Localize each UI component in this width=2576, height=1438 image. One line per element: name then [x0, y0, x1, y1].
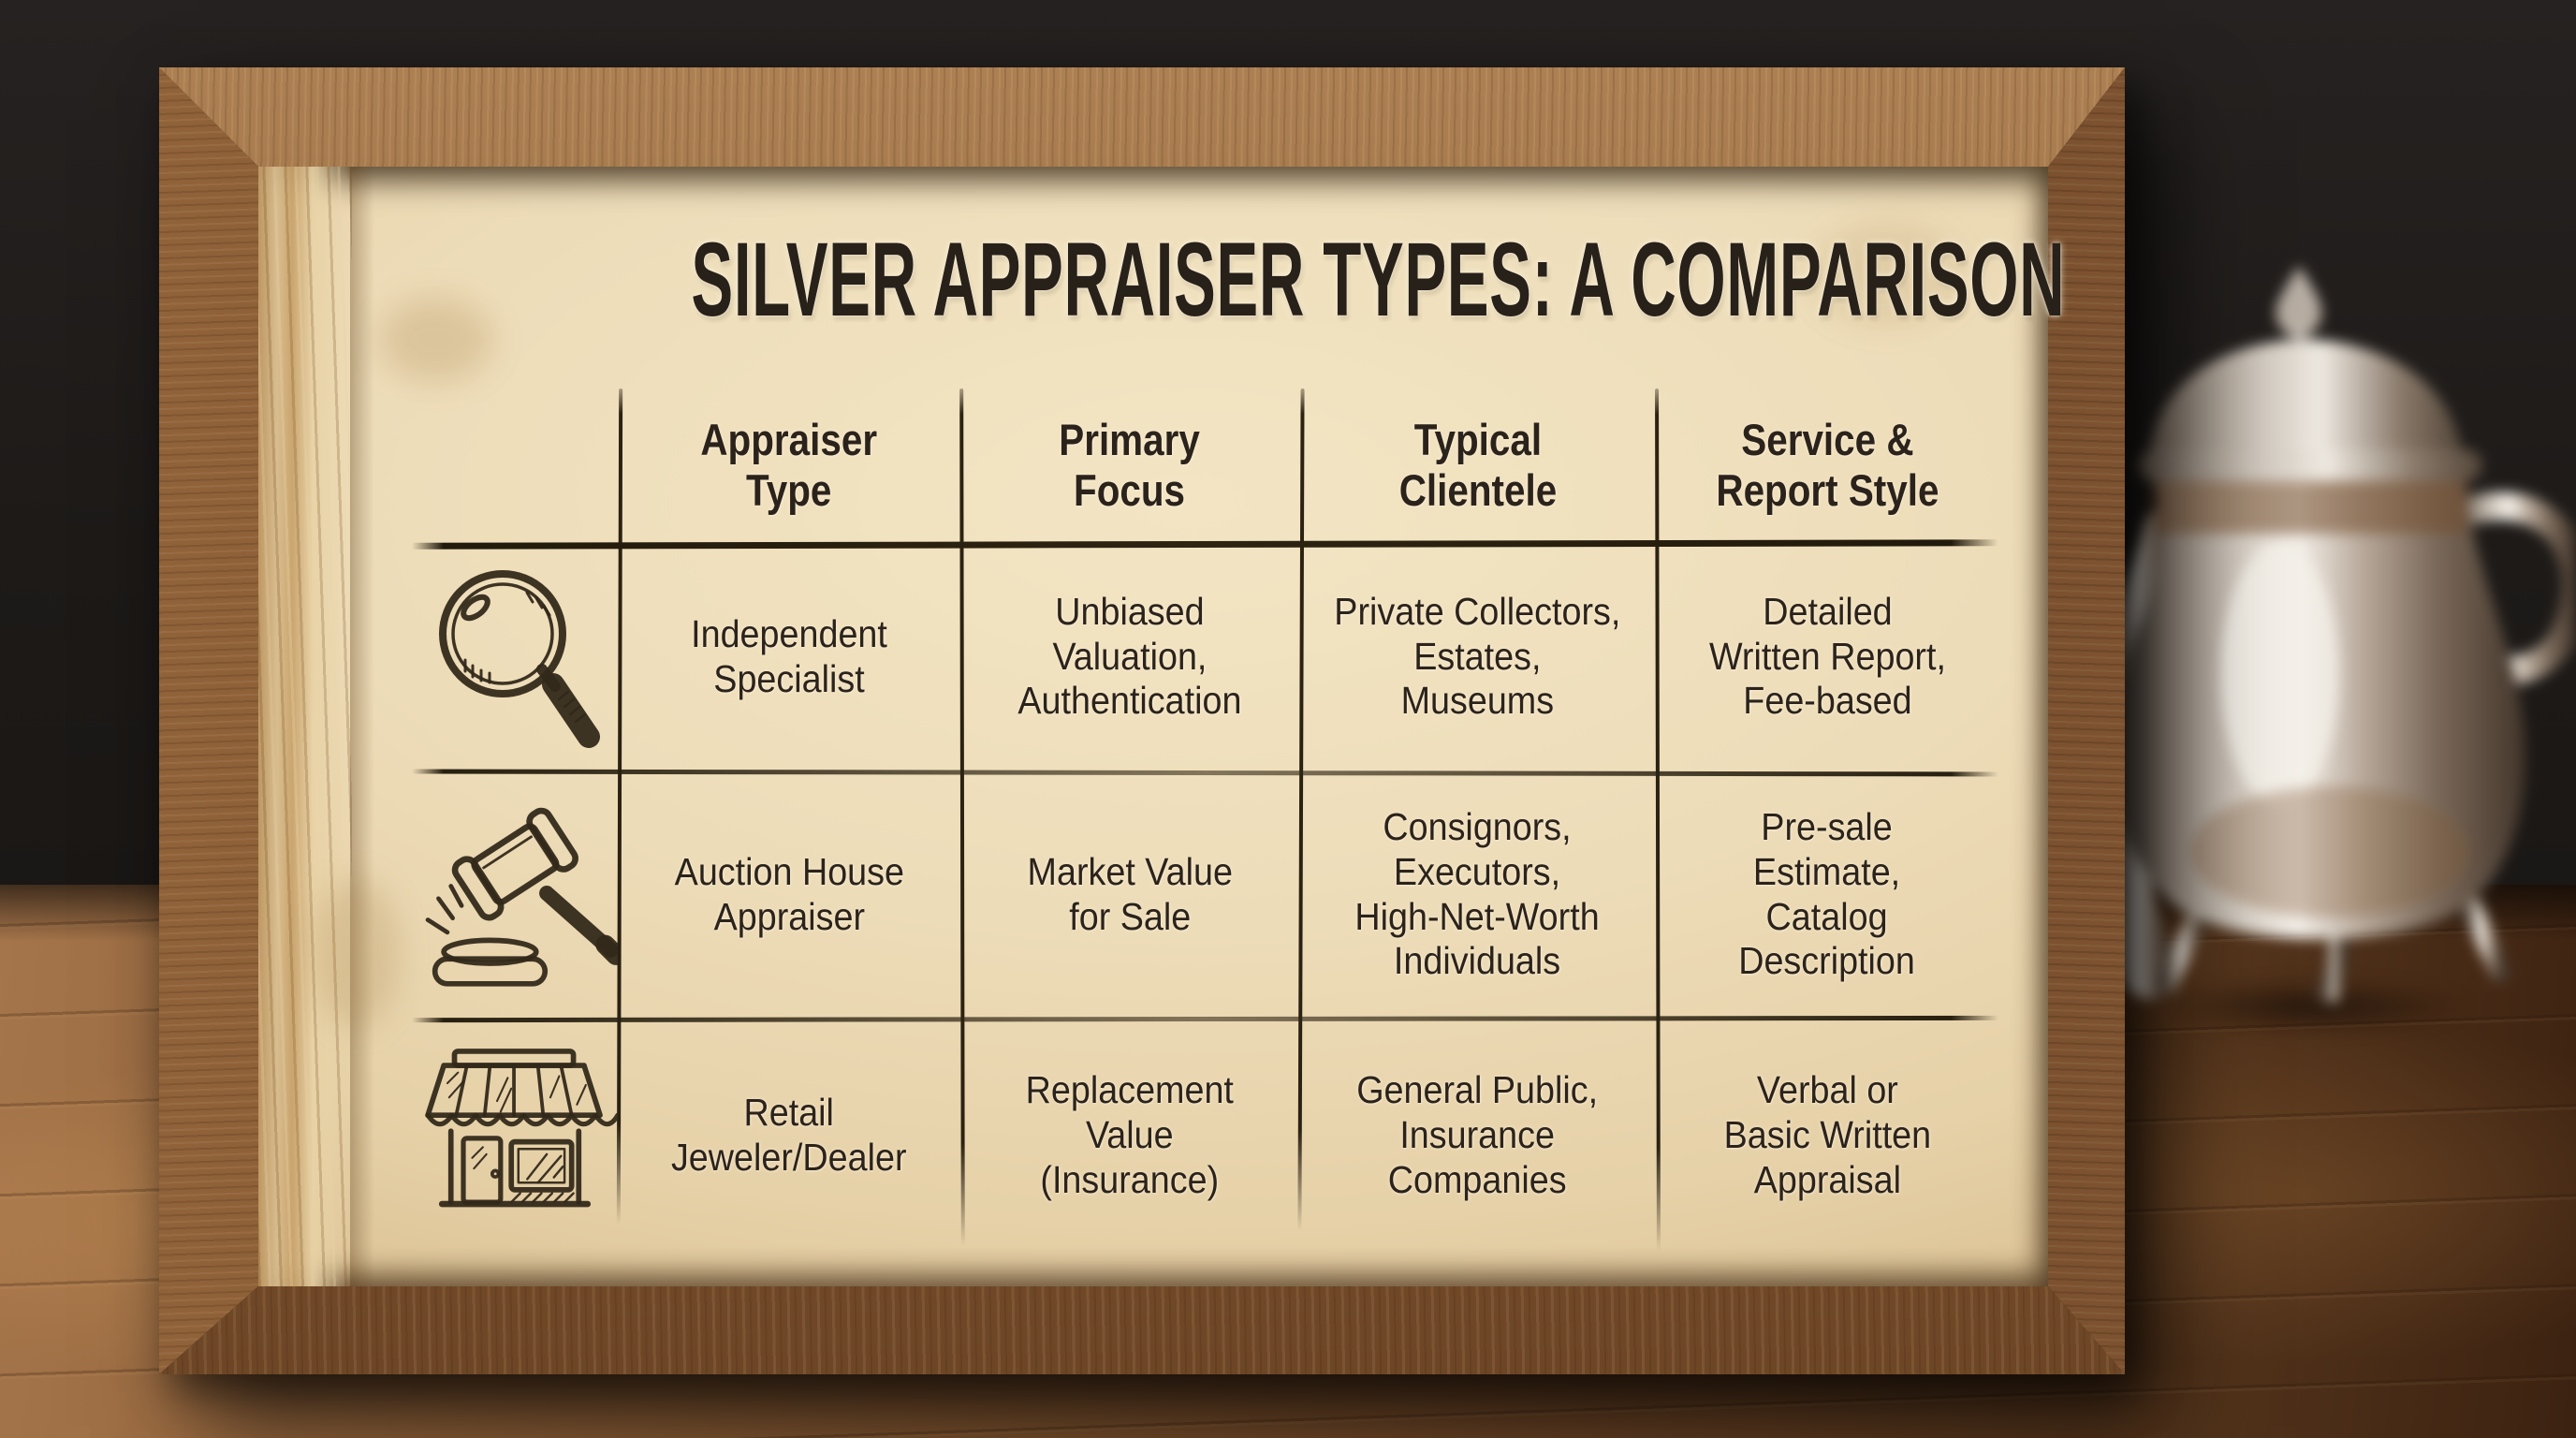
frame-rail-right [2048, 67, 2125, 1374]
teapot-handle [2442, 492, 2576, 684]
magnifying-glass-icon [439, 569, 600, 748]
teapot-foot-right [2457, 890, 2511, 982]
paper-edge-shadow [350, 167, 374, 1286]
teapot-neck-reflection [2153, 479, 2467, 534]
cell-value: Replacement Value (Insurance) [1025, 1068, 1235, 1201]
teapot-foot-center [2318, 919, 2351, 1002]
teapot-rim [2138, 449, 2482, 481]
cell-value: Auction House Appraiser [674, 849, 904, 938]
column-header-appraiser-type: Appraiser Type [618, 389, 960, 541]
cell-value: Retail Jeweler/Dealer [671, 1091, 907, 1179]
frame-rail-bottom [159, 1286, 2125, 1374]
row-icon-cell [412, 543, 618, 770]
gavel-icon [425, 807, 618, 987]
teapot-lid [2149, 339, 2462, 449]
table-cell: Market Value for Sale [960, 772, 1299, 1017]
cell-value: Pre-sale Estimate, Catalog Description [1738, 804, 1916, 983]
paper-stain [315, 878, 399, 1028]
cell-value: Verbal or Basic Written Appraisal [1723, 1068, 1931, 1201]
table-cell: Consignors, Executors, High-Net-Worth In… [1299, 772, 1656, 1017]
table-cell: Replacement Value (Insurance) [960, 1019, 1299, 1253]
table-cell: Verbal or Basic Written Appraisal [1656, 1019, 1998, 1253]
column-header-label: Primary Focus [1059, 414, 1201, 515]
column-header-typical-clientele: Typical Clientele [1299, 389, 1656, 541]
cell-value: Unbiased Valuation, Authentication [1017, 589, 1242, 723]
cell-value: Detailed Written Report, Fee-based [1708, 589, 1946, 723]
table-cell: Auction House Appraiser [618, 772, 960, 1017]
cell-value: Private Collectors, Estates, Museums [1334, 589, 1621, 723]
cell-value: General Public, Insurance Companies [1356, 1068, 1599, 1201]
frame-rail-left [159, 67, 258, 1374]
table-cell: Detailed Written Report, Fee-based [1656, 543, 1998, 770]
paper-stain [1812, 223, 1962, 326]
column-header-primary-focus: Primary Focus [960, 389, 1299, 541]
table-cell: Pre-sale Estimate, Catalog Description [1656, 772, 1998, 1017]
paper-curled-edge [258, 167, 352, 1286]
column-header-service-report-style: Service & Report Style [1656, 389, 1998, 541]
table-cell: General Public, Insurance Companies [1299, 1019, 1656, 1253]
table-cell: Private Collectors, Estates, Museums [1299, 543, 1656, 770]
row-icon-cell [412, 772, 618, 1017]
column-header-label: Service & Report Style [1715, 414, 1939, 515]
paper-stain [380, 298, 492, 382]
storefront-icon [425, 1049, 618, 1208]
cell-value: Independent Specialist [691, 611, 887, 700]
silver-teapot [2085, 266, 2576, 1002]
table-cell: Retail Jeweler/Dealer [618, 1019, 960, 1253]
aged-paper-chart: SILVER APPRAISER TYPES: A COMPARISON App… [258, 167, 2066, 1286]
teapot-lower-reflection [2190, 786, 2471, 917]
row-icon-cell [412, 1019, 618, 1253]
table-cell: Independent Specialist [618, 543, 960, 770]
picture-frame: SILVER APPRAISER TYPES: A COMPARISON App… [159, 67, 2125, 1374]
frame-rail-top [159, 67, 2125, 167]
column-header-label: Appraiser Type [700, 414, 878, 515]
cell-value: Market Value for Sale [1027, 849, 1233, 938]
cell-value: Consignors, Executors, High-Net-Worth In… [1354, 804, 1601, 983]
column-header-label: Typical Clientele [1398, 414, 1557, 515]
teapot-finial [2277, 266, 2320, 331]
table-cell: Unbiased Valuation, Authentication [960, 543, 1299, 770]
chart-title: SILVER APPRAISER TYPES: A COMPARISON [691, 221, 2066, 338]
teapot-highlight [2220, 543, 2340, 805]
